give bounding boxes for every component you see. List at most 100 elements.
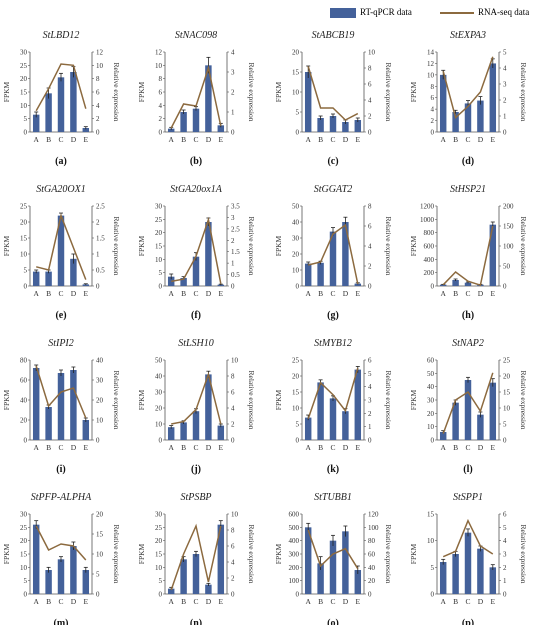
y-tick-label-right: 0.5 — [96, 267, 105, 275]
y-tick-label-right: 5 — [503, 421, 507, 429]
y-tick-label-left: 30 — [155, 511, 163, 519]
y-tick-label-right: 3 — [503, 551, 507, 559]
panel-stga20ox1a: StGA20ox1A 0 5 10 15 20 25 30 FPKM 0 0.5 1 1.5 2 2.5 3 3… — [137, 184, 256, 321]
y-tick-label-right: 4 — [368, 97, 372, 105]
x-tick-label: A — [440, 289, 446, 298]
y-tick-label-left: 15 — [292, 69, 300, 77]
x-tick-label: A — [168, 135, 174, 144]
panel-stmyb12: StMYB12 0 5 10 15 20 25 FPKM 0 1 2 3 4 5 6 Relative exp… — [274, 338, 393, 475]
y-tick-label-left: 8 — [159, 75, 163, 83]
x-tick-label: B — [181, 443, 186, 452]
legend-line-label: RNA-seq data — [478, 7, 530, 17]
y-tick-label-left: 4 — [431, 106, 435, 114]
y-tick-label-right: 0 — [503, 129, 507, 137]
panel-label: (i) — [56, 464, 65, 475]
y-tick-label-left: 14 — [427, 49, 435, 57]
x-tick-label: B — [318, 443, 323, 452]
panel-label: (g) — [327, 310, 339, 321]
y-tick-label-right: 10 — [96, 551, 104, 559]
y-tick-label-right: 0 — [368, 129, 372, 137]
y-tick-label-left: 20 — [155, 229, 163, 237]
x-tick-label: C — [330, 289, 335, 298]
bar-c — [464, 103, 472, 132]
y-tick-label-right: 2 — [231, 89, 235, 97]
y-tick-label-left: 10 — [155, 421, 163, 429]
bar-c — [192, 554, 200, 594]
y-tick-label-right: 2.5 — [231, 225, 240, 233]
bar-b — [180, 559, 187, 594]
bar-d — [70, 370, 77, 440]
bar-d — [477, 548, 484, 594]
rnaseq-line — [307, 529, 359, 570]
bar-b — [180, 112, 187, 132]
y-tick-label-left: 5 — [24, 267, 28, 275]
x-tick-label: B — [453, 443, 458, 452]
y-axis-label-left: FPKM — [2, 389, 11, 410]
bar-a — [439, 432, 447, 440]
bar-c — [192, 256, 200, 286]
y-tick-label-right: 0 — [503, 591, 507, 599]
y-tick-label-left: 10 — [20, 102, 28, 110]
y-tick-label-left: 15 — [427, 511, 435, 519]
y-tick-label-right: 4 — [503, 537, 507, 545]
y-tick-label-left: 0 — [159, 129, 163, 137]
bar-e — [354, 283, 362, 286]
bar-b — [317, 118, 324, 132]
y-tick-label-right: 0 — [368, 283, 372, 291]
y-tick-label-right: 10 — [96, 417, 104, 425]
y-tick-label-left: 500 — [289, 524, 300, 532]
bar-d — [70, 258, 77, 286]
bar-d — [342, 222, 349, 286]
y-tick-label-left: 20 — [20, 219, 28, 227]
y-tick-label-right: 2 — [503, 97, 507, 105]
chart-title: StLSH10 — [178, 338, 214, 349]
y-tick-label-left: 0 — [296, 437, 300, 445]
panel-label: (a) — [55, 156, 67, 167]
y-tick-label-left: 60 — [427, 357, 435, 365]
y-tick-label-right: 2 — [503, 564, 507, 572]
chart-title: StGGAT2 — [314, 184, 353, 195]
y-axis-label-right: Relative expression — [519, 371, 528, 430]
y-tick-label-left: 30 — [20, 511, 28, 519]
bar-d — [342, 531, 349, 594]
x-tick-label: C — [58, 443, 63, 452]
chart-title: StEXPA3 — [450, 30, 486, 41]
y-tick-label-right: 2 — [368, 263, 372, 271]
y-tick-label-left: 10 — [155, 564, 163, 572]
y-tick-label-right: 3 — [231, 214, 235, 222]
rnaseq-line — [170, 523, 222, 591]
y-tick-label-left: 12 — [155, 49, 163, 57]
rnaseq-line — [36, 213, 87, 280]
x-tick-label: C — [58, 597, 63, 606]
y-tick-label-right: 2 — [368, 113, 372, 121]
y-tick-label-left: 25 — [20, 62, 28, 70]
rnaseq-line — [35, 63, 87, 112]
y-tick-label-left: 5 — [24, 115, 28, 123]
y-tick-label-right: 1.5 — [231, 248, 240, 256]
y-tick-label-right: 12 — [96, 49, 104, 57]
x-tick-label: B — [46, 597, 51, 606]
y-axis-label-right: Relative expression — [247, 525, 256, 584]
y-tick-label-left: 40 — [292, 219, 300, 227]
y-tick-label-right: 4 — [368, 243, 372, 251]
y-tick-label-right: 10 — [96, 62, 104, 70]
chart-title: StGA20OX1 — [36, 184, 85, 195]
bar-e — [489, 63, 497, 132]
rnaseq-line — [307, 367, 359, 419]
y-axis-label-right: Relative expression — [247, 217, 256, 276]
y-tick-label-left: 100 — [289, 577, 300, 585]
x-tick-label: A — [305, 597, 311, 606]
y-tick-label-left: 1200 — [420, 203, 435, 211]
panel-label: (m) — [54, 618, 69, 625]
bar-c — [329, 540, 337, 594]
chart-title: StPFP-ALPHA — [31, 492, 92, 503]
y-tick-label-right: 2.5 — [96, 203, 105, 211]
y-tick-label-left: 0 — [431, 591, 435, 599]
y-tick-label-left: 15 — [155, 551, 163, 559]
bar-c — [329, 231, 337, 286]
y-tick-label-right: 0 — [96, 283, 100, 291]
bar-b — [317, 382, 324, 440]
bar-a — [32, 368, 40, 440]
y-tick-label-right: 60 — [368, 551, 376, 559]
